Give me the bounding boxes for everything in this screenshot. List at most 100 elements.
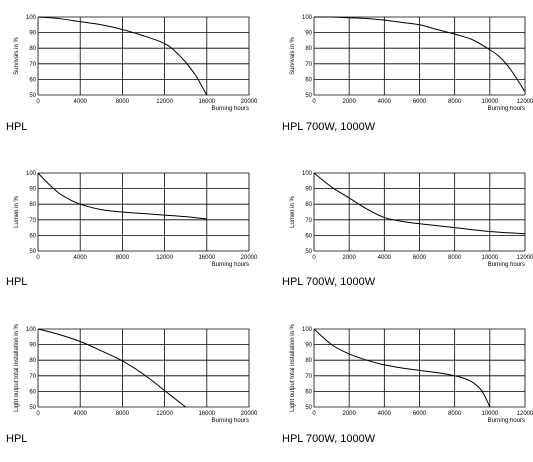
x-axis-label: Burning hours xyxy=(212,418,249,424)
x-tick-label: 4000 xyxy=(74,99,88,105)
y-tick-label: 50 xyxy=(305,249,312,255)
chart-svg: 50 60 70 80 90 100 0 4000 8000 12000 16000 20000Bur… xyxy=(14,323,258,424)
series-line xyxy=(37,172,207,220)
y-tick-label: 80 xyxy=(305,358,312,364)
y-tick-label: 100 xyxy=(26,171,37,177)
y-tick-label: 70 xyxy=(29,374,36,380)
chart-svg: 50 60 70 80 90 100 0 4000 8000 12000 16000 20000Bur… xyxy=(14,15,258,112)
x-tick-label: 8000 xyxy=(116,99,130,105)
x-tick-label: 8000 xyxy=(116,411,130,417)
x-tick-label: 20000 xyxy=(241,411,258,417)
chart-caption: HPL 700W, 1000W xyxy=(282,433,376,445)
series-line xyxy=(313,172,526,235)
y-tick-label: 60 xyxy=(29,233,36,239)
y-tick-label: 90 xyxy=(305,343,312,349)
x-axis-label: Burning hours xyxy=(212,262,249,268)
x-tick-label: 10000 xyxy=(481,255,498,261)
x-tick-label: 2000 xyxy=(342,255,356,261)
y-tick-label: 60 xyxy=(305,233,312,239)
x-tick-label: 2000 xyxy=(342,99,356,105)
y-tick-label: 80 xyxy=(305,46,312,52)
x-tick-label: 20000 xyxy=(241,99,258,105)
x-tick-label: 0 xyxy=(312,255,316,261)
chart-panel-6: 50 60 70 80 90 100 0 2000 4000 6000 8000 10000 12000… xyxy=(276,312,533,462)
y-tick-label: 90 xyxy=(305,187,312,193)
x-tick-label: 12000 xyxy=(517,411,533,417)
y-tick-label: 90 xyxy=(305,31,312,37)
y-axis-label: Lumen in % xyxy=(14,195,20,227)
y-tick-label: 50 xyxy=(29,93,36,99)
series-line xyxy=(313,16,526,93)
y-tick-label: 70 xyxy=(305,218,312,224)
x-tick-label: 0 xyxy=(36,99,40,105)
chart-caption: HPL xyxy=(6,121,28,133)
y-tick-label: 90 xyxy=(29,187,36,193)
chart-caption: HPL 700W, 1000W xyxy=(282,276,376,288)
y-axis-label: Survivals in % xyxy=(290,37,296,75)
y-tick-label: 100 xyxy=(26,327,37,333)
y-axis-label: Light output total installation in % xyxy=(14,323,20,411)
y-tick-label: 50 xyxy=(305,405,312,411)
x-tick-label: 20000 xyxy=(241,255,258,261)
x-tick-label: 6000 xyxy=(413,255,427,261)
y-tick-label: 70 xyxy=(29,218,36,224)
chart-caption: HPL xyxy=(6,433,28,445)
x-tick-label: 16000 xyxy=(198,99,215,105)
y-tick-label: 70 xyxy=(305,374,312,380)
y-axis-label: Lumen in % xyxy=(290,195,296,227)
x-tick-label: 8000 xyxy=(116,255,130,261)
chart-caption: HPL xyxy=(6,276,28,288)
chart-caption: HPL 700W, 1000W xyxy=(282,121,376,133)
x-axis-label: Burning hours xyxy=(212,106,249,112)
y-axis-label: Light output total installation in % xyxy=(290,323,296,411)
x-tick-label: 2000 xyxy=(342,411,356,417)
x-tick-label: 0 xyxy=(36,255,40,261)
y-tick-label: 100 xyxy=(26,15,37,21)
series-line xyxy=(37,328,187,408)
x-tick-label: 12000 xyxy=(156,255,173,261)
y-tick-label: 60 xyxy=(29,389,36,395)
y-tick-label: 100 xyxy=(302,327,313,333)
x-tick-label: 8000 xyxy=(448,99,462,105)
y-tick-label: 100 xyxy=(302,171,313,177)
y-tick-label: 70 xyxy=(29,62,36,68)
x-tick-label: 12000 xyxy=(156,411,173,417)
y-tick-label: 50 xyxy=(29,249,36,255)
x-tick-label: 0 xyxy=(312,99,316,105)
y-tick-label: 80 xyxy=(29,358,36,364)
y-tick-label: 50 xyxy=(29,405,36,411)
y-tick-label: 100 xyxy=(302,15,313,21)
chart-panel-5: 50 60 70 80 90 100 0 4000 8000 12000 16000 20000 Bur… xyxy=(0,312,266,462)
chart-svg: 50 60 70 80 90 100 0 4000 8000 12000 16000 20000Bur… xyxy=(14,171,258,268)
x-tick-label: 4000 xyxy=(74,411,88,417)
x-tick-label: 0 xyxy=(312,411,316,417)
x-tick-label: 8000 xyxy=(448,411,462,417)
y-tick-label: 70 xyxy=(305,62,312,68)
series-line xyxy=(37,16,208,96)
y-tick-label: 60 xyxy=(305,389,312,395)
x-tick-label: 0 xyxy=(36,411,40,417)
y-tick-label: 80 xyxy=(29,202,36,208)
x-tick-label: 16000 xyxy=(198,411,215,417)
x-tick-label: 10000 xyxy=(481,99,498,105)
x-axis-label: Burning hours xyxy=(488,262,525,268)
y-tick-label: 80 xyxy=(29,46,36,52)
x-tick-label: 8000 xyxy=(448,255,462,261)
chart-svg: 50 60 70 80 90 100 0 2000 4000 6000 8000 10000 12000… xyxy=(290,171,533,268)
x-tick-label: 4000 xyxy=(378,411,392,417)
x-tick-label: 4000 xyxy=(378,255,392,261)
y-tick-label: 60 xyxy=(305,77,312,83)
x-tick-label: 12000 xyxy=(156,99,173,105)
chart-panel-1: 50 60 70 80 90 100 0 4000 8000 12000 16000 20000 Bur… xyxy=(0,0,266,150)
x-tick-label: 6000 xyxy=(413,411,427,417)
chart-panel-3: 50 60 70 80 90 100 0 4000 8000 12000 16000 20000 Bur… xyxy=(0,156,266,306)
x-axis-label: Burning hours xyxy=(488,418,525,424)
x-tick-label: 16000 xyxy=(198,255,215,261)
x-tick-label: 12000 xyxy=(517,99,533,105)
x-axis-label: Burning hours xyxy=(488,106,525,112)
y-axis-label: Survivals in % xyxy=(14,37,20,75)
y-tick-label: 60 xyxy=(29,77,36,83)
chart-svg: 50 60 70 80 90 100 0 2000 4000 6000 8000 10000 12000… xyxy=(290,323,533,424)
x-tick-label: 12000 xyxy=(517,255,533,261)
y-tick-label: 90 xyxy=(29,343,36,349)
